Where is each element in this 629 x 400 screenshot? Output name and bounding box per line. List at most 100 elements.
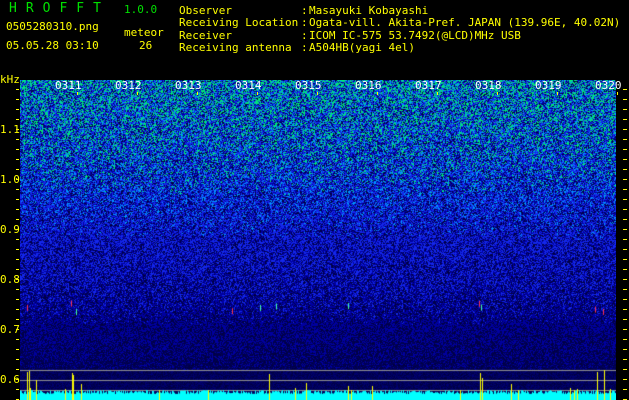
info-value: A504HB(yagi 4el) [309, 40, 415, 54]
x-tick-label: 0317 [415, 79, 442, 92]
y-tick [16, 239, 19, 240]
y-tick-right [623, 89, 627, 90]
y-tick-right [623, 179, 627, 180]
y-tick [16, 209, 19, 210]
y-tick-right [623, 159, 627, 160]
y-tick-right [623, 149, 627, 150]
x-tick-label: 0313 [175, 79, 202, 92]
y-tick [16, 149, 19, 150]
info-colon: : [301, 28, 308, 42]
y-tick-right [623, 269, 627, 270]
y-tick-label: 0.6 [0, 373, 20, 386]
x-tick [317, 92, 318, 95]
y-tick [16, 339, 19, 340]
y-tick [16, 129, 19, 130]
y-tick-right [623, 249, 627, 250]
info-value: Ogata-vill. Akita-Pref. JAPAN (139.96E, … [309, 16, 621, 30]
y-tick-right [623, 169, 627, 170]
y-tick-right [623, 309, 627, 310]
y-tick [16, 109, 19, 110]
y-tick-right [623, 319, 627, 320]
y-tick [16, 269, 19, 270]
y-tick-right [623, 189, 627, 190]
y-tick [16, 349, 19, 350]
y-tick-right [623, 339, 627, 340]
y-tick-right [623, 99, 627, 100]
y-tick-right [623, 299, 627, 300]
y-tick [16, 169, 19, 170]
y-tick [16, 219, 19, 220]
info-label: Receiver [179, 28, 232, 42]
y-tick-right [623, 369, 627, 370]
y-tick [16, 159, 19, 160]
y-tick [16, 99, 19, 100]
y-tick [16, 249, 19, 250]
y-tick-right [623, 279, 627, 280]
info-value: ICOM IC-575 53.7492(@LCD)MHz USB [309, 28, 521, 42]
y-tick-label: 1.0 [0, 173, 20, 186]
y-tick [16, 229, 19, 230]
y-tick [16, 389, 19, 390]
y-tick-right [623, 329, 627, 330]
x-tick-label: 0312 [115, 79, 142, 92]
app-title: HROFFT [9, 1, 110, 16]
meteor-label: meteor [124, 26, 164, 39]
y-tick-right [623, 119, 627, 120]
y-tick-label: 0.9 [0, 223, 20, 236]
y-tick-right [623, 379, 627, 380]
y-tick [16, 379, 19, 380]
y-tick [16, 329, 19, 330]
x-tick [257, 92, 258, 95]
y-tick [16, 139, 19, 140]
y-tick [16, 319, 19, 320]
y-tick-right [623, 389, 627, 390]
y-tick [16, 359, 19, 360]
y-tick [16, 189, 19, 190]
x-tick-label: 0315 [295, 79, 322, 92]
x-tick [557, 92, 558, 95]
info-label: Receiving Location [179, 16, 299, 30]
x-tick [377, 92, 378, 95]
meteor-count: 26 [139, 39, 153, 52]
y-tick [16, 289, 19, 290]
x-tick [137, 92, 138, 95]
x-tick-label: 0311 [55, 79, 82, 92]
y-tick-right [623, 289, 627, 290]
y-tick [16, 89, 19, 90]
app-version: 1.0.0 [124, 3, 158, 16]
x-tick [77, 92, 78, 95]
y-tick [16, 199, 19, 200]
x-tick-label: 0319 [535, 79, 562, 92]
y-tick-right [623, 259, 627, 260]
x-tick-label: 0314 [235, 79, 262, 92]
y-tick-right [623, 219, 627, 220]
y-tick-right [623, 359, 627, 360]
y-tick [16, 179, 19, 180]
info-value: Masayuki Kobayashi [309, 4, 429, 17]
y-tick [16, 119, 19, 120]
y-tick-right [623, 209, 627, 210]
x-tick [497, 92, 498, 95]
y-unit-label: kHz [0, 73, 20, 86]
file-name: 0505280310.png [6, 20, 99, 33]
x-tick [437, 92, 438, 95]
y-tick-right [623, 239, 627, 240]
y-tick [16, 259, 19, 260]
info-label: Receiving antenna [179, 40, 292, 54]
x-tick-label: 0320 [595, 79, 622, 92]
y-tick-right [623, 349, 627, 350]
info-colon: : [301, 16, 308, 30]
y-tick-label: 1.1 [0, 123, 20, 136]
x-tick-label: 0316 [355, 79, 382, 92]
spectrogram [20, 80, 616, 400]
y-tick-label: 0.8 [0, 273, 20, 286]
y-tick-right [623, 109, 627, 110]
y-tick-right [623, 199, 627, 200]
y-tick-right [623, 229, 627, 230]
x-tick-label: 0318 [475, 79, 502, 92]
info-colon: : [301, 40, 308, 54]
y-tick [16, 369, 19, 370]
y-tick-right [623, 129, 627, 130]
info-colon: : [301, 4, 308, 17]
y-tick [16, 309, 19, 310]
